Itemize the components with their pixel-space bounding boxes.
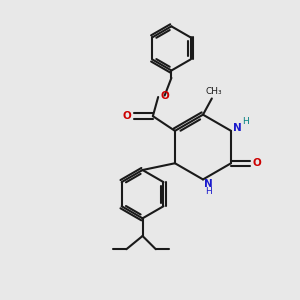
Text: O: O — [160, 91, 169, 100]
Text: N: N — [233, 123, 242, 133]
Text: O: O — [123, 111, 132, 121]
Text: H: H — [242, 117, 249, 126]
Text: CH₃: CH₃ — [206, 88, 223, 97]
Text: N: N — [204, 179, 213, 189]
Text: H: H — [205, 187, 212, 196]
Text: O: O — [252, 158, 261, 168]
